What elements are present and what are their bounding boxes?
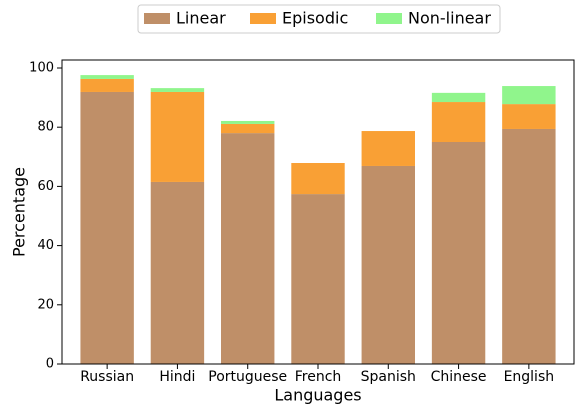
x-tick-label: Portuguese [208,369,287,385]
bar-segment [150,91,205,182]
bar-segment [502,128,556,364]
bar-segment [221,123,275,134]
x-tick-label: Spanish [361,369,416,385]
bar-segment [431,141,486,364]
x-tick-label: Chinese [431,369,487,385]
bar-segment [80,75,134,79]
bar-segment [431,102,486,142]
legend-swatch [376,13,402,24]
bar-segment [502,86,556,105]
x-tick-label: English [504,369,555,385]
x-tick-label: Hindi [159,369,195,385]
legend-swatch [250,13,276,24]
plot-frame [61,59,575,365]
bar-segment [80,78,134,92]
bar-segment [291,163,345,195]
y-tick-label: 0 [46,357,54,372]
x-tick-label: French [295,369,342,385]
bar-segment [291,194,345,364]
y-tick-label: 80 [37,120,54,135]
legend-label: Linear [176,9,226,28]
legend-swatch [144,13,170,24]
y-tick-label: 40 [37,238,54,253]
bar-segment [431,92,486,103]
bar-segment [150,181,205,364]
x-tick-label: Russian [80,369,134,385]
bar-segment [150,88,205,92]
y-tick-label: 100 [29,60,54,75]
y-axis-label: Percentage [10,167,29,257]
bar-segment [221,120,275,124]
bar-segment [80,91,134,364]
bar-segment [221,133,275,364]
legend-label: Episodic [282,9,348,28]
bar-segment [502,104,556,129]
x-axis-label: Languages [274,386,361,405]
y-tick-label: 20 [37,297,54,312]
y-tick-label: 60 [37,179,54,194]
bar-segment [361,131,415,166]
legend-box [137,4,501,34]
bar-segment [361,165,415,364]
legend-label: Non-linear [408,9,491,28]
